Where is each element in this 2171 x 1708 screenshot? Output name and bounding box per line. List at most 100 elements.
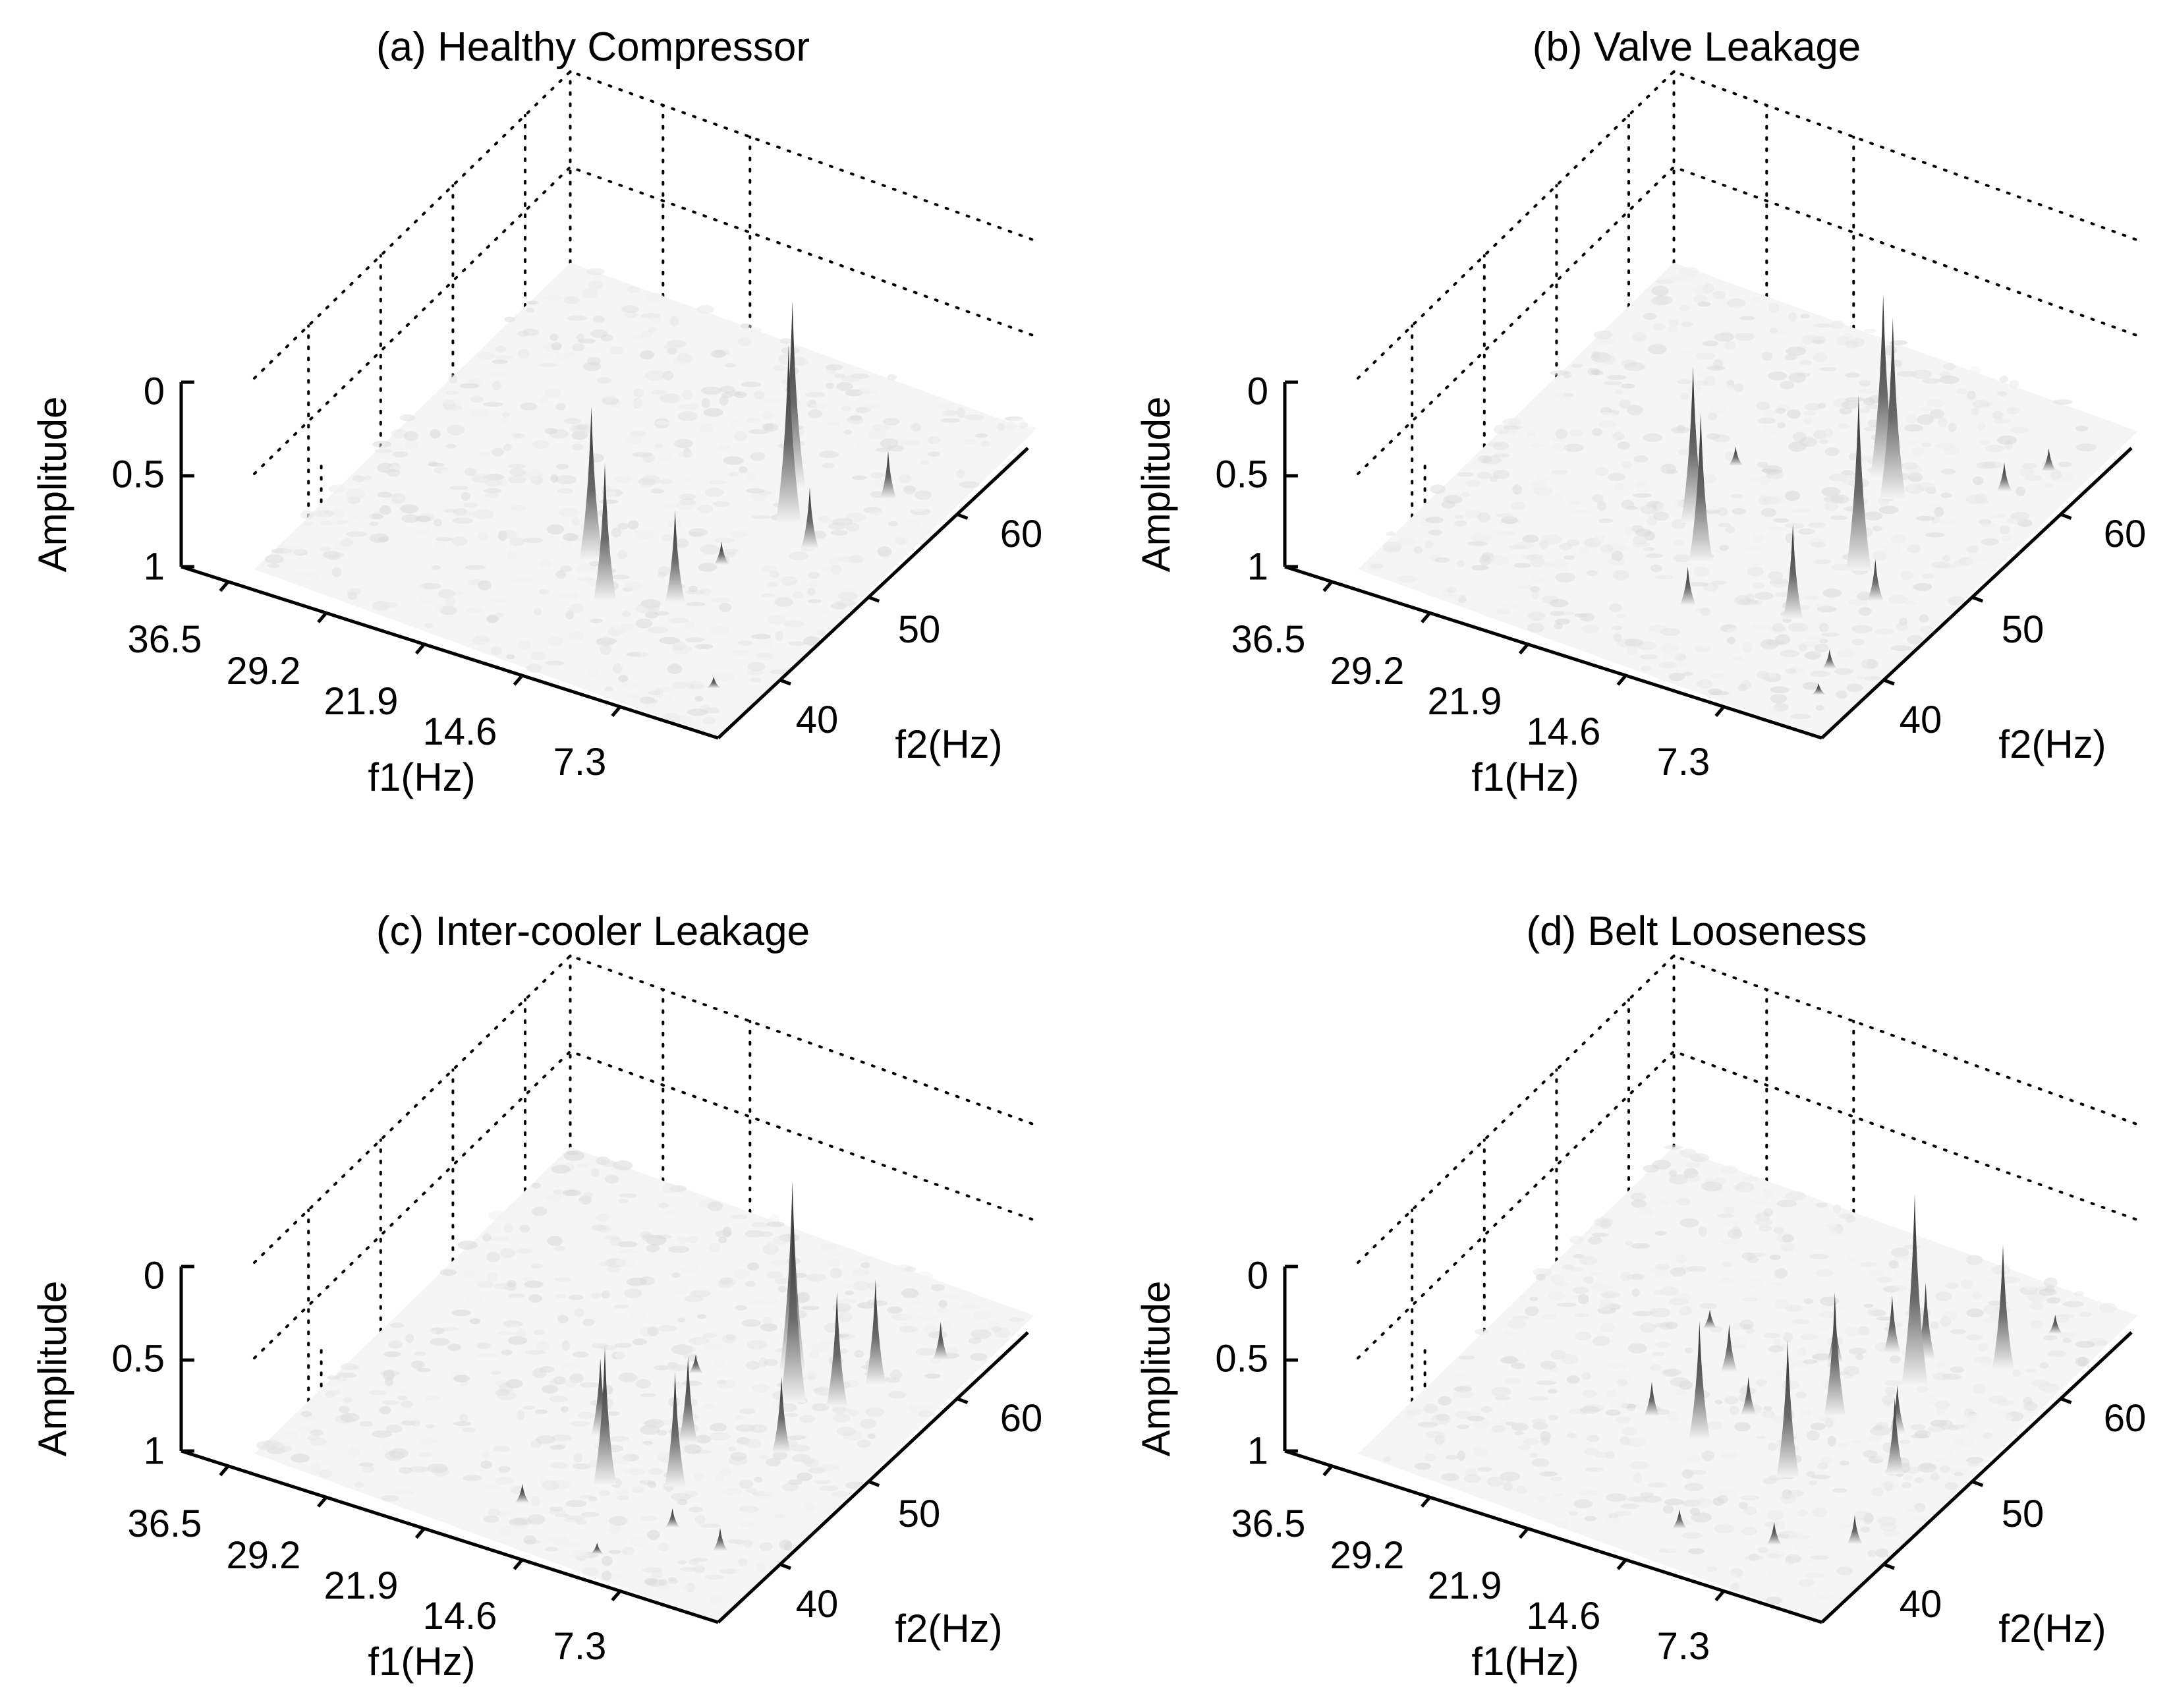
y-tick-1: 50 bbox=[898, 608, 941, 651]
x-tick-4: 7.3 bbox=[1657, 1625, 1710, 1668]
z-tick-2: 1 bbox=[1247, 545, 1268, 588]
peak-5 bbox=[1885, 1398, 1904, 1475]
y-axis-label: f2(Hz) bbox=[1998, 722, 2106, 766]
peak-10 bbox=[712, 1527, 728, 1551]
y-tick-2: 60 bbox=[2104, 513, 2147, 555]
peak-6 bbox=[678, 1356, 698, 1443]
x-tick-0: 36.5 bbox=[1231, 1502, 1306, 1545]
y-tick-0: 40 bbox=[1900, 1583, 1942, 1626]
peak-5 bbox=[664, 1371, 686, 1487]
peak-11 bbox=[665, 1508, 680, 1527]
peak-12 bbox=[1728, 446, 1743, 466]
peak-0 bbox=[579, 406, 604, 559]
peak-9 bbox=[1720, 1324, 1737, 1372]
x-tick-0: 36.5 bbox=[1231, 618, 1306, 661]
peak-13 bbox=[1703, 1309, 1718, 1329]
peak-3 bbox=[1689, 1321, 1710, 1440]
peak-6 bbox=[1867, 559, 1884, 601]
x-tick-0: 36.5 bbox=[128, 618, 202, 661]
axes-lines bbox=[179, 380, 1029, 740]
y-tick-1: 50 bbox=[898, 1493, 941, 1535]
peak-8 bbox=[772, 1376, 791, 1453]
y-tick-2: 60 bbox=[2104, 1397, 2147, 1440]
axes-lines bbox=[1283, 380, 2133, 740]
surface-plot bbox=[1283, 954, 2139, 1624]
y-tick-0: 40 bbox=[796, 698, 839, 741]
x-axis-label: f1(Hz) bbox=[368, 755, 475, 799]
peak-1 bbox=[1992, 1245, 2014, 1369]
peak-3 bbox=[865, 1279, 886, 1384]
z-tick-1: 0.5 bbox=[1215, 453, 1268, 496]
x-axis-label: f1(Hz) bbox=[368, 1639, 475, 1684]
surface-plot bbox=[179, 954, 1036, 1624]
x-tick-3: 14.6 bbox=[423, 1595, 497, 1637]
peak-7 bbox=[714, 541, 729, 565]
peak-3 bbox=[775, 345, 802, 523]
peak-13 bbox=[590, 1543, 604, 1554]
peak-4 bbox=[1846, 395, 1872, 571]
x-axis-label: f1(Hz) bbox=[1471, 1639, 1579, 1684]
y-tick-2: 60 bbox=[1000, 1397, 1043, 1440]
peak-0 bbox=[1902, 1194, 1928, 1385]
panel-title: (b) Valve Leakage bbox=[1533, 24, 1861, 70]
panel-healthy-compressor: (a) Healthy Compressor 0 0.5 1 Amplitude… bbox=[30, 24, 1042, 799]
peak-5 bbox=[1783, 523, 1803, 619]
peak-3 bbox=[1880, 317, 1906, 499]
x-tick-1: 29.2 bbox=[1330, 650, 1405, 693]
x-tick-4: 7.3 bbox=[1657, 741, 1710, 783]
peak-6 bbox=[801, 487, 819, 549]
x-tick-2: 21.9 bbox=[324, 680, 399, 723]
x-tick-1: 29.2 bbox=[1330, 1534, 1405, 1577]
x-tick-4: 7.3 bbox=[553, 1625, 607, 1668]
peak-14 bbox=[689, 1354, 703, 1373]
peak-12 bbox=[515, 1483, 530, 1503]
peak-8 bbox=[706, 677, 721, 689]
z-tick-0: 0 bbox=[144, 370, 165, 413]
peak-2 bbox=[826, 1292, 848, 1407]
peak-10 bbox=[1822, 649, 1837, 669]
z-tick-0: 0 bbox=[1247, 1254, 1268, 1297]
panel-inter-cooler-leakage: (c) Inter-cooler Leakage 0 0.5 1 Amplitu… bbox=[30, 909, 1042, 1684]
peak-4 bbox=[1776, 1340, 1799, 1478]
y-tick-0: 40 bbox=[1900, 698, 1942, 741]
peak-5 bbox=[880, 451, 897, 499]
peak-1 bbox=[779, 1215, 806, 1403]
x-tick-3: 14.6 bbox=[423, 710, 497, 753]
z-axis-label: Amplitude bbox=[30, 1281, 74, 1457]
y-axis-label: f2(Hz) bbox=[895, 722, 1002, 766]
peak-4 bbox=[665, 510, 685, 602]
peak-16 bbox=[1644, 1381, 1660, 1416]
surface-floor bbox=[1358, 262, 2138, 738]
x-tick-2: 21.9 bbox=[1428, 680, 1502, 723]
peak-7 bbox=[1883, 1295, 1901, 1353]
y-tick-0: 40 bbox=[796, 1583, 839, 1626]
panel-title: (d) Belt Looseness bbox=[1527, 909, 1867, 954]
z-tick-2: 1 bbox=[144, 545, 165, 588]
z-axis-label: Amplitude bbox=[30, 397, 74, 573]
peak-9 bbox=[1679, 567, 1696, 606]
peak-1 bbox=[1689, 412, 1713, 562]
z-axis-label: Amplitude bbox=[1134, 397, 1178, 573]
x-tick-1: 29.2 bbox=[227, 650, 301, 693]
x-axis-label: f1(Hz) bbox=[1471, 755, 1579, 799]
x-tick-3: 14.6 bbox=[1527, 710, 1601, 753]
peak-10 bbox=[1889, 1385, 1906, 1433]
x-tick-2: 21.9 bbox=[324, 1564, 399, 1607]
surface-floor bbox=[254, 262, 1036, 738]
peak-12 bbox=[1766, 1522, 1782, 1545]
peak-17 bbox=[1740, 1377, 1757, 1415]
panel-belt-looseness: (d) Belt Looseness 0 0.5 1 Amplitude 36.… bbox=[1134, 909, 2146, 1684]
axis-box bbox=[253, 70, 1036, 559]
z-tick-2: 1 bbox=[144, 1429, 165, 1472]
surface-plot bbox=[1283, 70, 2139, 740]
z-tick-0: 0 bbox=[1247, 370, 1268, 413]
peak-8 bbox=[2041, 448, 2056, 472]
y-tick-1: 50 bbox=[2002, 608, 2044, 651]
x-tick-2: 21.9 bbox=[1428, 1564, 1502, 1607]
panel-title: (c) Inter-cooler Leakage bbox=[376, 909, 810, 954]
axes-lines bbox=[179, 1265, 1029, 1624]
y-axis-label: f2(Hz) bbox=[895, 1607, 1002, 1651]
y-tick-1: 50 bbox=[2002, 1493, 2044, 1535]
z-tick-2: 1 bbox=[1247, 1429, 1268, 1472]
